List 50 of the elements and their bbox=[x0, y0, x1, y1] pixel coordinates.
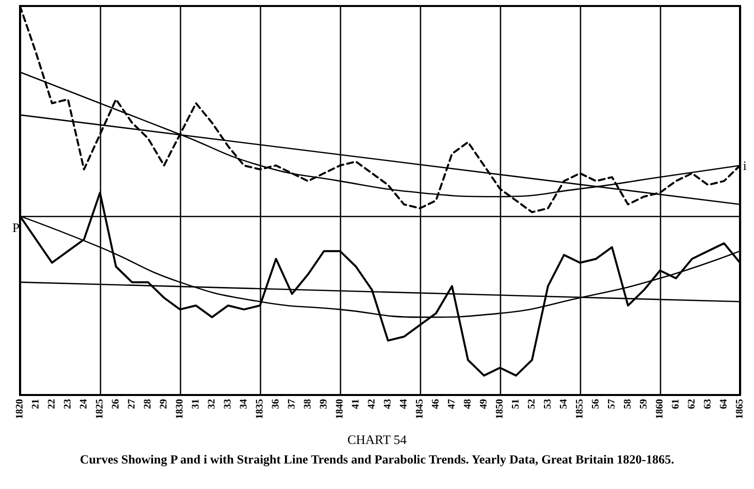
x-tick-label: 39 bbox=[318, 399, 330, 409]
x-tick-label: 37 bbox=[286, 399, 298, 409]
x-tick-label: 1865 bbox=[734, 399, 746, 419]
x-tick-label: 1860 bbox=[654, 399, 666, 419]
x-tick-label: 36 bbox=[270, 399, 282, 409]
x-tick-label: 52 bbox=[526, 399, 538, 409]
x-tick-label: 26 bbox=[110, 399, 122, 409]
x-tick-label: 47 bbox=[446, 399, 458, 409]
x-tick-label: 51 bbox=[510, 399, 522, 409]
x-tick-label: 24 bbox=[78, 399, 90, 409]
x-tick-label: 64 bbox=[718, 399, 730, 409]
x-tick-label: 23 bbox=[62, 399, 74, 409]
x-tick-label: 56 bbox=[590, 399, 602, 409]
x-tick-label: 1850 bbox=[494, 399, 506, 419]
x-tick-label: 22 bbox=[46, 399, 58, 409]
x-tick-label: 27 bbox=[126, 399, 138, 409]
x-tick-label: 43 bbox=[382, 399, 394, 409]
x-tick-label: 59 bbox=[638, 399, 650, 409]
x-tick-label: 53 bbox=[542, 399, 554, 409]
x-tick-label: 33 bbox=[222, 399, 234, 409]
x-tick-label: 1855 bbox=[574, 399, 586, 419]
x-tick-label: 34 bbox=[238, 399, 250, 409]
x-tick-label: 1840 bbox=[334, 399, 346, 419]
x-tick-label: 48 bbox=[462, 399, 474, 409]
x-tick-label: 49 bbox=[478, 399, 490, 409]
x-tick-label: 28 bbox=[142, 399, 154, 409]
x-tick-label: 44 bbox=[398, 399, 410, 409]
text: CHART 54 bbox=[347, 432, 408, 447]
x-tick-label: 1830 bbox=[174, 399, 186, 419]
series-label: i bbox=[743, 158, 747, 173]
x-tick-label: 61 bbox=[670, 399, 682, 409]
x-tick-label: 41 bbox=[350, 399, 362, 409]
x-tick-label: 62 bbox=[686, 399, 698, 409]
x-tick-label: 1835 bbox=[254, 399, 266, 419]
x-tick-label: 21 bbox=[30, 399, 42, 409]
x-tick-label: 31 bbox=[190, 399, 202, 409]
x-tick-label: 38 bbox=[302, 399, 314, 409]
x-tick-label: 32 bbox=[206, 399, 218, 409]
x-tick-label: 54 bbox=[558, 399, 570, 409]
x-tick-label: 57 bbox=[606, 399, 618, 409]
x-tick-label: 1820 bbox=[14, 399, 26, 419]
text: Curves Showing P and i with Straight Line Trends and Parabolic Trends. Yearly Data, Great Britain 1820-1865. bbox=[80, 452, 674, 466]
x-tick-label: 42 bbox=[366, 399, 378, 409]
series-label: P bbox=[12, 220, 20, 236]
x-tick-label: 29 bbox=[158, 399, 170, 409]
x-tick-label: 58 bbox=[622, 399, 634, 409]
x-tick-label: 1825 bbox=[94, 399, 106, 419]
x-tick-label: 46 bbox=[430, 399, 442, 409]
x-tick-label: 63 bbox=[702, 399, 714, 409]
x-tick-label: 1845 bbox=[414, 399, 426, 419]
